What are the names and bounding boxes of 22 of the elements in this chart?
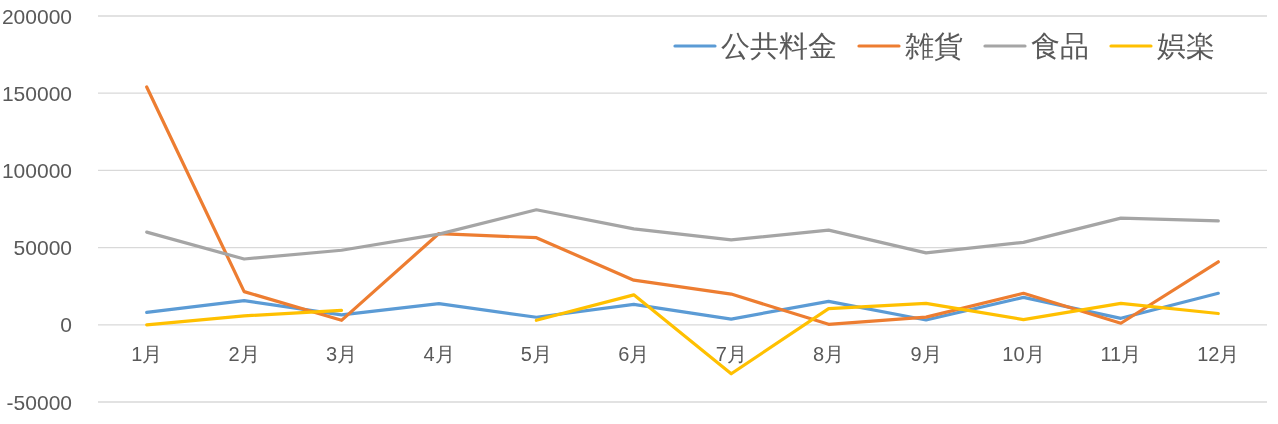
x-tick-label: 12月 [1197,342,1240,365]
x-tick-label: 6月 [618,342,650,365]
y-tick-label: -50000 [6,390,72,414]
x-tick-label: 10月 [1002,342,1045,365]
y-tick-label: 0 [60,313,72,337]
legend-label: 食品 [1031,30,1089,62]
x-tick-label: 8月 [813,342,845,365]
x-tick-label: 3月 [325,342,358,365]
legend-label: 公共料金 [721,30,837,62]
y-tick-label: 150000 [1,81,72,105]
x-tick-label: 1月 [131,342,163,365]
y-tick-label: 50000 [13,236,72,260]
legend-label: 娯楽 [1157,30,1215,62]
x-tick-label: 9月 [910,342,942,365]
y-tick-label: 100000 [1,158,72,182]
y-tick-label: 200000 [1,4,72,28]
legend-label: 雑貨 [905,30,963,62]
x-tick-label: 7月 [715,342,747,365]
x-tick-label: 11月 [1100,342,1142,365]
x-tick-label: 5月 [520,342,552,365]
x-tick-label: 2月 [228,342,260,365]
x-tick-label: 4月 [423,342,455,365]
